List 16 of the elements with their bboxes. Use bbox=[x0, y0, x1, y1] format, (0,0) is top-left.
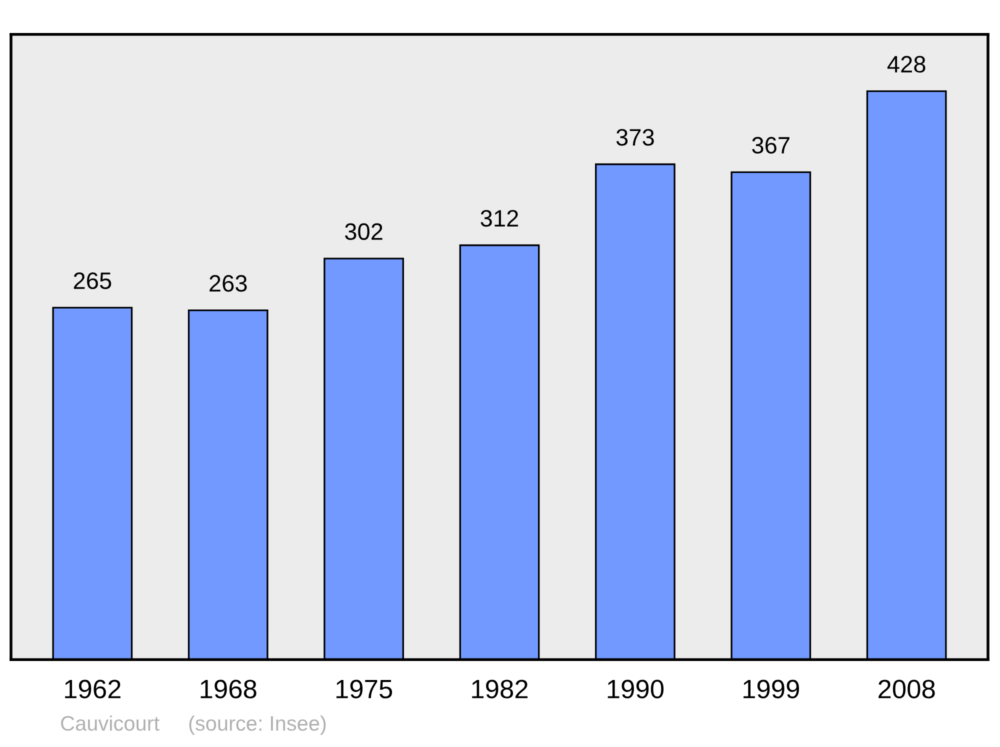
x-tick-label: 1999 bbox=[744, 680, 799, 698]
data-label: 312 bbox=[480, 210, 518, 227]
data-label: 367 bbox=[752, 136, 790, 154]
x-tick-label: 2008 bbox=[878, 680, 935, 698]
data-label: 263 bbox=[210, 275, 247, 292]
x-tick-label: 1962 bbox=[65, 680, 120, 698]
text: Cauvicourt bbox=[61, 715, 160, 731]
data-label: 428 bbox=[887, 56, 926, 73]
text: (source: Insee) bbox=[189, 715, 326, 735]
x-tick-label: 1982 bbox=[472, 680, 528, 698]
x-tick-label: 1990 bbox=[608, 680, 664, 698]
x-tick-label: 1975 bbox=[336, 680, 392, 698]
data-label: 373 bbox=[616, 128, 654, 146]
data-label: 265 bbox=[74, 272, 112, 290]
x-tick-label: 1968 bbox=[200, 680, 256, 698]
data-label: 302 bbox=[345, 223, 382, 240]
